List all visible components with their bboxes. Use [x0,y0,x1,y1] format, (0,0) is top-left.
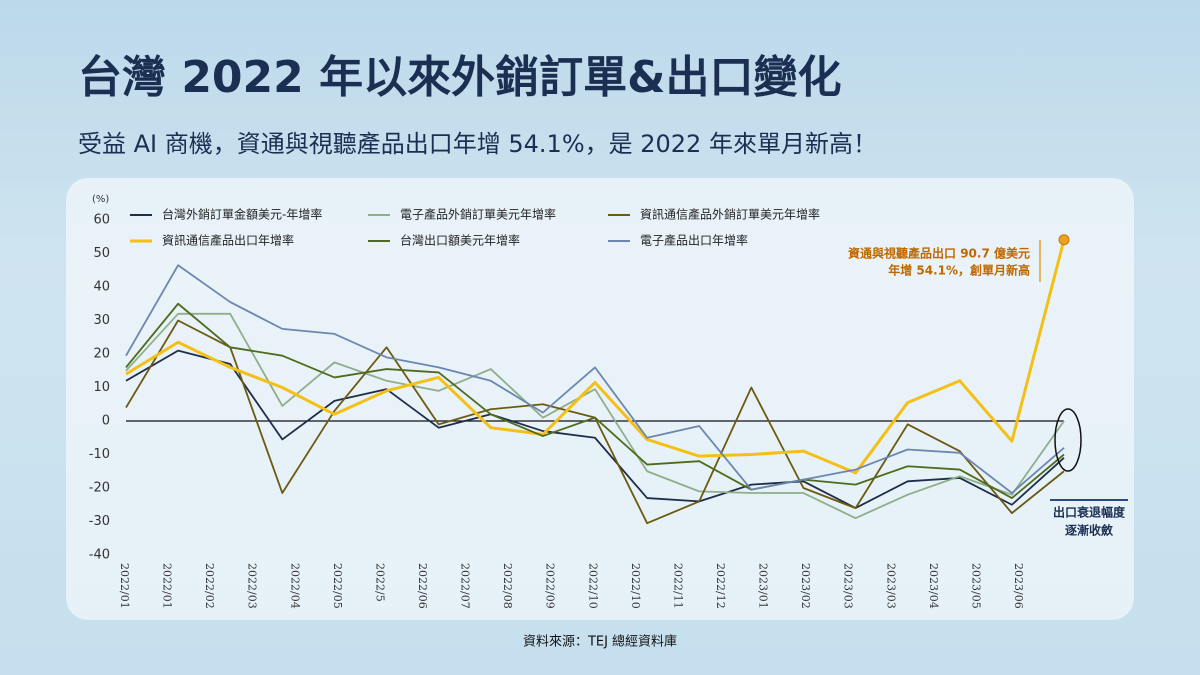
x-tick-label: 2022/06 [416,563,429,609]
x-tick-label: 2022/05 [331,563,344,609]
y-tick-label: 20 [93,347,110,362]
legend-label: 電子產品外銷訂單美元年增率 [400,207,556,222]
panel [66,178,1134,620]
x-tick-label: 2022/5 [373,563,386,602]
x-tick-label: 2023/01 [757,563,770,609]
x-tick-label: 2023/04 [927,563,940,609]
x-tick-label: 2022/09 [544,563,557,609]
x-tick-label: 2023/06 [1012,563,1025,609]
chart-title: 台灣 2022 年以來外銷訂單&出口變化 [78,52,841,103]
series-line [125,264,1065,494]
x-tick-label: 2022/07 [459,563,472,609]
x-tick-label: 2023/03 [884,563,897,609]
x-tick-label: 2022/11 [671,563,684,609]
legend-label: 資訊通信產品外銷訂單美元年增率 [640,207,820,222]
x-tick-label: 2022/01 [118,563,131,609]
y-tick-label: 40 [93,280,110,295]
x-tick-label: 2022/10 [586,563,599,609]
x-tick-label: 2023/02 [799,563,812,609]
y-axis-label: (%) [92,194,109,205]
y-tick-label: -40 [89,548,110,563]
highlight-ellipse [1054,408,1082,472]
y-tick-label: -30 [89,514,110,529]
y-tick-label: -20 [89,481,110,496]
series-line [125,312,1065,520]
y-tick-label: 30 [93,313,110,328]
x-tick-label: 2023/03 [842,563,855,609]
y-tick-label: 60 [93,213,110,228]
y-tick-label: 0 [102,414,110,429]
y-tick-label: 50 [93,246,110,261]
x-tick-label: 2022/02 [203,563,216,609]
y-tick-label: -10 [89,447,110,462]
chart-subtitle: 受益 AI 商機，資通與視聽產品出口年增 54.1%，是 2022 年來單月新高… [78,130,877,158]
annotation: 逐漸收斂 [1065,523,1114,538]
annotation: 年增 54.1%，創單月新高 [888,263,1030,278]
annotation: 資通與視聽產品出口 90.7 億美元 [848,246,1030,261]
x-tick-label: 2022/01 [161,563,174,609]
annotation: 出口衰退幅度 [1053,505,1126,520]
series-line [125,349,1065,509]
x-tick-label: 2022/08 [501,563,514,609]
x-tick-label: 2022/03 [246,563,259,609]
highlight-point [1058,234,1070,246]
legend-label: 台灣出口額美元年增率 [400,233,520,248]
legend-label: 資訊通信產品出口年增率 [162,233,294,248]
legend-label: 台灣外銷訂單金額美元-年增率 [162,207,322,222]
series-line [125,239,1066,475]
y-tick-label: 10 [93,380,110,395]
x-tick-label: 2022/12 [714,563,727,609]
series-line [125,302,1065,499]
x-tick-label: 2022/04 [288,563,301,609]
source: 資料來源：TEJ 總經資料庫 [523,634,677,650]
legend-label: 電子產品出口年增率 [640,233,748,248]
x-tick-label: 2023/05 [969,563,982,609]
x-tick-label: 2022/10 [629,563,642,609]
